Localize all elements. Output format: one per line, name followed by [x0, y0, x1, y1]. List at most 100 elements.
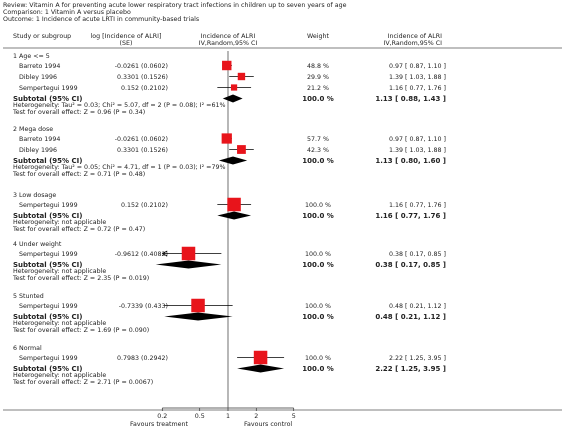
- study-effect: 0.7983 (0.2942): [117, 355, 168, 362]
- study-weight: 100.0 %: [305, 303, 331, 310]
- subtotal-weight: 100.0 %: [302, 261, 334, 269]
- subtotal-ci: 1.13 [ 0.80, 1.60 ]: [375, 157, 446, 165]
- subtotal-ci: 0.38 [ 0.17, 0.85 ]: [375, 261, 446, 269]
- subtotal-diamond: [155, 260, 222, 269]
- overall-effect-text: Test for overall effect: Z = 2.71 (P = 0…: [12, 379, 153, 386]
- study-effect: 0.152 (0.2102): [121, 202, 168, 209]
- col-header-effect-se: (SE): [120, 40, 133, 47]
- subtotal-label: Subtotal (95% CI): [13, 365, 82, 373]
- subgroup-title: 5 Stunted: [13, 293, 44, 300]
- col-header-ci: Incidence of ALRI: [388, 33, 443, 40]
- subtotal-weight: 100.0 %: [302, 365, 334, 373]
- x-tick-label: 0.2: [157, 413, 167, 420]
- subtotal-weight: 100.0 %: [302, 157, 334, 165]
- study-effect: -0.9612 (0.4082): [115, 251, 168, 258]
- study-name: Sempertegui 1999: [19, 85, 78, 92]
- weight-square: [191, 298, 205, 313]
- subtotal-diamond: [164, 312, 233, 321]
- study-ci: 1.39 [ 1.03, 1.88 ]: [389, 74, 446, 81]
- subtotal-diamond: [222, 94, 243, 103]
- heterogeneity-text: Heterogeneity: not applicable: [13, 320, 106, 327]
- ci-arrow: [162, 250, 168, 257]
- study-weight: 57.7 %: [307, 136, 329, 143]
- study-name: Sempertegui 1999: [19, 303, 78, 310]
- study-effect: -0.0261 (0.0602): [115, 63, 168, 70]
- favours-control-label: Favours control: [244, 421, 292, 428]
- subtotal-diamond: [217, 211, 252, 220]
- overall-effect-text: Test for overall effect: Z = 0.96 (P = 0…: [12, 109, 145, 116]
- overall-effect-text: Test for overall effect: Z = 2.35 (P = 0…: [12, 275, 149, 282]
- subgroup-title: 6 Normal: [13, 345, 42, 352]
- study-weight: 48.8 %: [307, 63, 329, 70]
- study-name: Sempertegui 1999: [19, 202, 78, 209]
- study-ci: 0.97 [ 0.87, 1.10 ]: [389, 136, 446, 143]
- study-weight: 100.0 %: [305, 202, 331, 209]
- col-header-study: Study or subgroup: [13, 33, 71, 40]
- overall-effect-text: Test for overall effect: Z = 0.71 (P = 0…: [12, 171, 145, 178]
- col-header-effect: log [Incidence of ALRI]: [91, 33, 162, 40]
- x-tick-label: 0.5: [195, 413, 205, 420]
- subgroup-title: 1 Age <= 5: [13, 53, 50, 60]
- subtotal-diamond: [237, 364, 285, 373]
- subgroup-title: 4 Under weight: [13, 241, 62, 248]
- weight-square: [181, 246, 196, 261]
- study-name: Barreto 1994: [19, 63, 60, 70]
- subgroup-title: 2 Mega dose: [13, 126, 53, 133]
- heterogeneity-text: Heterogeneity: not applicable: [13, 372, 106, 379]
- heterogeneity-text: Heterogeneity: Tau² = 0.05; Chi² = 4.71,…: [13, 164, 225, 171]
- subtotal-weight: 100.0 %: [302, 313, 334, 321]
- study-name: Barreto 1994: [19, 136, 60, 143]
- x-tick-label: 1: [226, 413, 230, 420]
- study-effect: -0.0261 (0.0602): [115, 136, 168, 143]
- col-header-plot: Incidence of ALRI: [201, 33, 256, 40]
- weight-square: [230, 84, 238, 91]
- col-header-plot-method: IV,Random,95% CI: [199, 40, 258, 47]
- heterogeneity-text: Heterogeneity: Tau² = 0.03; Chi² = 5.07,…: [13, 102, 225, 109]
- comparison-title: Comparison: 1 Vitamin A versus placebo: [3, 9, 131, 16]
- study-weight: 21.2 %: [307, 85, 329, 92]
- subtotal-label: Subtotal (95% CI): [13, 212, 82, 220]
- review-title: Review: Vitamin A for preventing acute l…: [3, 2, 347, 9]
- subtotal-label: Subtotal (95% CI): [13, 157, 82, 165]
- x-tick-label: 5: [292, 413, 296, 420]
- study-name: Dibley 1996: [19, 147, 57, 154]
- weight-square: [222, 60, 232, 71]
- study-ci: 0.38 [ 0.17, 0.85 ]: [389, 251, 446, 258]
- subtotal-ci: 1.16 [ 0.77, 1.76 ]: [375, 212, 446, 220]
- study-ci: 2.22 [ 1.25, 3.95 ]: [389, 355, 446, 362]
- weight-square: [237, 72, 246, 81]
- heterogeneity-text: Heterogeneity: not applicable: [13, 219, 106, 226]
- outcome-title: Outcome: 1 Incidence of acute LRTI in co…: [3, 16, 200, 23]
- study-weight: 42.3 %: [307, 147, 329, 154]
- study-name: Sempertegui 1999: [19, 355, 78, 362]
- favours-treatment-label: Favours treatment: [130, 421, 188, 428]
- weight-square: [227, 197, 241, 212]
- subtotal-weight: 100.0 %: [302, 212, 334, 220]
- overall-effect-text: Test for overall effect: Z = 1.69 (P = 0…: [12, 327, 149, 334]
- study-ci: 1.16 [ 0.77, 1.76 ]: [389, 85, 446, 92]
- subtotal-ci: 0.48 [ 0.21, 1.12 ]: [375, 313, 446, 321]
- subtotal-label: Subtotal (95% CI): [13, 95, 82, 103]
- col-header-ci-method: IV,Random,95% CI: [384, 40, 443, 47]
- subtotal-label: Subtotal (95% CI): [13, 313, 82, 321]
- study-weight: 100.0 %: [305, 251, 331, 258]
- study-ci: 1.16 [ 0.77, 1.76 ]: [389, 202, 446, 209]
- study-name: Dibley 1996: [19, 74, 57, 81]
- study-name: Sempertegui 1999: [19, 251, 78, 258]
- subtotal-label: Subtotal (95% CI): [13, 261, 82, 269]
- study-effect: -0.7339 (0.433): [119, 303, 168, 310]
- study-effect: 0.152 (0.2102): [121, 85, 168, 92]
- weight-square: [221, 133, 232, 144]
- x-tick-label: 2: [254, 413, 258, 420]
- study-ci: 0.48 [ 0.21, 1.12 ]: [389, 303, 446, 310]
- study-ci: 0.97 [ 0.87, 1.10 ]: [389, 63, 446, 70]
- subtotal-weight: 100.0 %: [302, 95, 334, 103]
- subgroup-title: 3 Low dosage: [13, 192, 56, 199]
- overall-effect-text: Test for overall effect: Z = 0.72 (P = 0…: [12, 226, 145, 233]
- subtotal-ci: 1.13 [ 0.88, 1.43 ]: [375, 95, 446, 103]
- heterogeneity-text: Heterogeneity: not applicable: [13, 268, 106, 275]
- subtotal-diamond: [218, 156, 248, 165]
- study-ci: 1.39 [ 1.03, 1.88 ]: [389, 147, 446, 154]
- study-effect: 0.3301 (0.1526): [117, 74, 168, 81]
